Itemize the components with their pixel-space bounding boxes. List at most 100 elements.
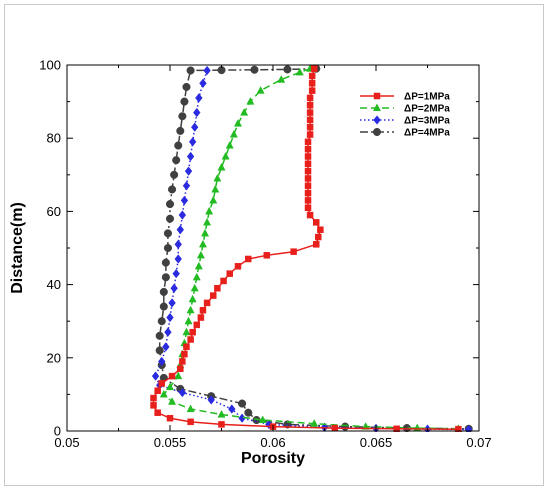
legend-marker — [373, 115, 381, 125]
data-point — [228, 404, 236, 414]
y-axis-title: Distance(m) — [9, 202, 26, 294]
data-point — [155, 346, 164, 355]
data-point — [229, 130, 238, 138]
data-point — [186, 404, 195, 413]
x-tick-label: 0.06 — [260, 435, 285, 450]
legend-label: ΔP=1MPa — [404, 92, 450, 103]
data-point — [304, 204, 312, 211]
data-point — [308, 80, 316, 87]
data-point — [304, 138, 312, 146]
data-point — [210, 292, 217, 299]
data-point — [331, 424, 339, 432]
data-point — [203, 299, 211, 307]
y-tick-label: 60 — [47, 204, 61, 219]
data-point — [174, 141, 183, 150]
x-tick-label: 0.065 — [360, 435, 393, 450]
data-point — [225, 140, 234, 149]
data-point — [172, 268, 180, 279]
data-point — [214, 285, 221, 292]
series-1 — [150, 65, 462, 432]
data-point — [164, 327, 172, 337]
data-point — [154, 387, 161, 394]
data-point — [186, 151, 195, 162]
data-point — [181, 350, 188, 358]
data-point — [306, 123, 314, 131]
y-tick-label: 20 — [47, 350, 61, 365]
axes-layer: 0.05 0.055 0.06 0.065 0.07 0 20 40 60 80 100 — [39, 58, 491, 451]
data-point — [193, 321, 201, 329]
data-point — [161, 258, 170, 267]
data-point — [157, 317, 166, 326]
data-point — [196, 250, 205, 259]
data-point — [464, 424, 473, 432]
data-point — [158, 380, 166, 387]
data-point — [203, 217, 212, 226]
x-tick-label: 0.07 — [466, 435, 491, 450]
data-point — [310, 65, 318, 72]
data-point — [159, 287, 168, 296]
data-point — [209, 195, 218, 204]
data-point — [194, 261, 203, 270]
data-point — [199, 306, 207, 314]
data-point — [310, 419, 319, 427]
data-point — [304, 189, 312, 197]
data-point — [155, 331, 164, 340]
data-point — [172, 156, 181, 165]
data-point — [163, 243, 172, 253]
data-point — [317, 226, 324, 233]
legend-entry: ΔP=4MPa — [360, 128, 450, 139]
data-point — [304, 145, 312, 153]
data-point — [304, 153, 312, 160]
data-point — [304, 167, 312, 175]
series-layer — [150, 64, 473, 432]
data-point — [180, 195, 189, 206]
data-point — [221, 151, 230, 160]
data-point — [220, 277, 227, 285]
data-point — [306, 211, 314, 219]
data-point — [170, 170, 179, 179]
data-point — [165, 382, 175, 391]
data-point — [168, 397, 177, 405]
data-point — [188, 137, 197, 147]
legend-entry: ΔP=3MPa — [360, 115, 450, 127]
data-point — [233, 119, 242, 127]
data-point — [163, 229, 172, 238]
data-point — [165, 214, 175, 223]
data-point — [186, 305, 195, 314]
data-point — [283, 65, 292, 74]
data-point — [159, 389, 168, 398]
data-point — [168, 185, 177, 194]
data-point — [246, 97, 255, 105]
data-point — [244, 408, 253, 417]
data-point — [178, 112, 187, 121]
legend-label: ΔP=2MPa — [404, 104, 450, 115]
data-point — [162, 342, 170, 352]
data-point — [187, 418, 194, 426]
data-point — [168, 372, 176, 380]
data-point — [304, 197, 312, 204]
data-point — [256, 86, 265, 94]
data-point — [226, 270, 233, 277]
data-point — [174, 254, 182, 264]
legend-marker — [372, 103, 382, 112]
data-point — [166, 312, 174, 323]
y-tick-label: 80 — [47, 131, 61, 146]
data-point — [180, 97, 189, 106]
data-point — [313, 241, 320, 248]
data-point — [198, 239, 207, 248]
data-point — [189, 328, 196, 336]
legend-marker — [372, 127, 382, 137]
data-point — [191, 122, 199, 132]
data-point — [161, 273, 170, 282]
data-point — [277, 75, 286, 83]
data-point — [315, 233, 322, 241]
data-point — [304, 182, 312, 190]
data-point — [290, 248, 297, 255]
data-point — [263, 252, 271, 259]
data-point — [179, 358, 186, 365]
data-point — [158, 356, 166, 367]
data-point — [197, 314, 205, 321]
data-point — [306, 94, 314, 102]
x-tick-label: 0.055 — [154, 435, 187, 450]
data-point — [165, 200, 175, 209]
